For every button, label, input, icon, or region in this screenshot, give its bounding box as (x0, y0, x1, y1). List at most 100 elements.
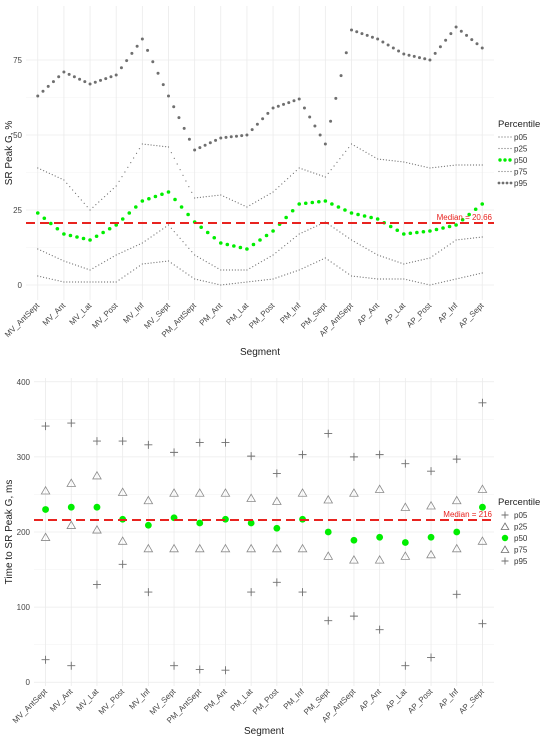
legend-item-p05: p05 (498, 133, 528, 142)
data-point (375, 217, 380, 221)
data-point (323, 199, 328, 203)
data-point (117, 487, 128, 496)
line-dot (408, 231, 413, 236)
line-dot (266, 111, 270, 115)
legend-marker (508, 158, 512, 162)
line-dot (172, 105, 176, 109)
line-dot (104, 77, 108, 81)
data-point (194, 254, 196, 256)
series-p05 (37, 257, 483, 286)
line-dot (179, 237, 181, 239)
data-point (349, 488, 359, 497)
line-dot (449, 279, 451, 281)
line-dot (160, 192, 164, 197)
data-point (350, 275, 353, 277)
line-dot (156, 232, 158, 234)
data-point (375, 625, 384, 634)
line-dot (321, 175, 324, 177)
line-dot (348, 273, 350, 275)
line-dot (150, 144, 152, 146)
data-point (166, 190, 171, 194)
data-point (429, 167, 431, 169)
legend-item-p75: p75 (498, 168, 528, 177)
line-dot (371, 251, 373, 253)
legend-marker (501, 147, 503, 150)
data-point (374, 484, 385, 493)
data-point (140, 199, 145, 203)
line-dot (127, 249, 129, 251)
line-dot (414, 164, 417, 166)
line-dot (92, 267, 94, 269)
line-dot (382, 159, 385, 161)
line-dot (461, 238, 463, 240)
line-dot (356, 212, 360, 217)
x-tick-label: AP_Sept (457, 687, 486, 716)
x-tick-label: MV_Post (97, 687, 127, 717)
line-dot (406, 262, 408, 264)
line-dot (66, 261, 68, 263)
line-dot (343, 208, 347, 212)
line-dot (144, 263, 146, 265)
legend: Percentile p05 p25 p50 p75 p95 (497, 119, 540, 188)
line-dot (199, 225, 203, 230)
data-point (323, 551, 334, 560)
line-dot (144, 240, 146, 242)
line-dot (106, 281, 109, 283)
line-dot (124, 171, 126, 173)
line-dot (78, 77, 82, 81)
series-p50 (35, 190, 485, 251)
line-dot (307, 170, 309, 172)
line-dot (275, 252, 277, 254)
data-point (114, 73, 118, 77)
line-dot (231, 283, 234, 285)
line-dot (101, 230, 105, 235)
line-dot (379, 255, 382, 257)
line-dot (138, 265, 141, 267)
data-point (141, 263, 143, 265)
data-point (66, 478, 77, 487)
data-point (350, 143, 353, 145)
line-dot (95, 281, 97, 283)
data-point (92, 470, 102, 480)
legend-marker (497, 181, 501, 185)
line-dot (330, 169, 332, 171)
line-dot (282, 102, 286, 106)
line-dot (409, 279, 411, 281)
legend-marker (510, 147, 512, 150)
line-dot (423, 57, 427, 61)
data-point (455, 278, 457, 280)
data-point (323, 494, 334, 504)
line-dot (127, 166, 129, 168)
line-dot (74, 192, 77, 194)
line-dot (252, 266, 254, 268)
line-dot (362, 246, 364, 248)
data-point (297, 543, 308, 553)
data-point (455, 239, 457, 241)
line-dot (72, 75, 76, 79)
series-p25 (37, 221, 483, 271)
line-dot (397, 261, 399, 263)
data-point (40, 532, 51, 541)
line-dot (188, 186, 190, 188)
line-dot (147, 238, 149, 240)
x-tick-label: PM_Ant (198, 301, 225, 328)
data-point (298, 233, 300, 235)
legend-marker (501, 534, 509, 542)
data-point (118, 437, 127, 446)
line-dot (69, 186, 71, 188)
line-dot (211, 282, 213, 284)
line-dot (345, 150, 347, 152)
line-dot (275, 188, 277, 190)
data-point (271, 543, 282, 553)
line-dot (281, 183, 283, 185)
data-point (454, 223, 458, 227)
line-dot (316, 225, 318, 227)
line-dot (112, 188, 114, 190)
line-dot (435, 166, 437, 168)
line-dot (388, 224, 393, 229)
data-point (324, 528, 332, 536)
line-dot (368, 249, 370, 251)
data-point (221, 666, 230, 675)
legend-marker (498, 136, 500, 138)
line-dot (229, 135, 233, 139)
